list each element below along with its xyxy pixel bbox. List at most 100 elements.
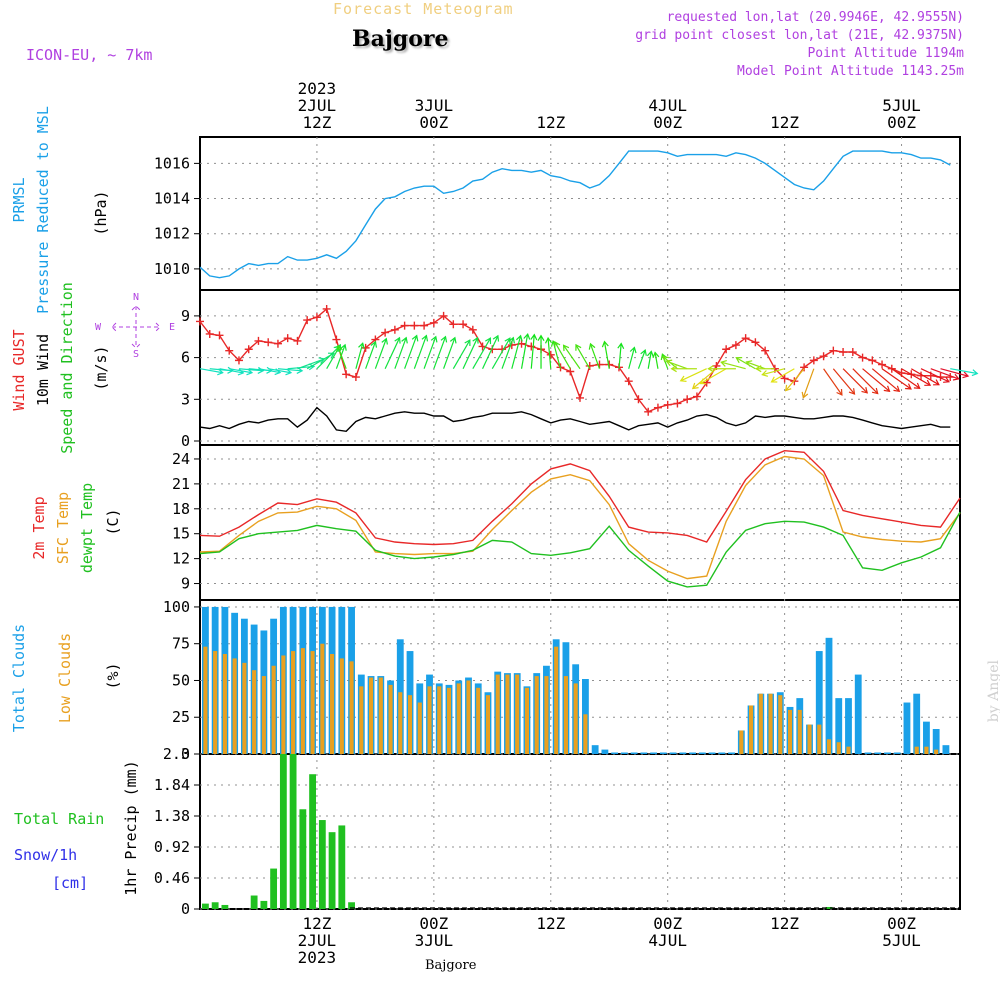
wind-arrow-shaft — [316, 345, 340, 370]
wind-arrow-head — [544, 336, 552, 344]
wind-arrow-head — [933, 379, 940, 386]
wind-gust-marker — [244, 345, 253, 354]
prmsl-desc-label: Pressure Reduced to MSL — [34, 106, 52, 314]
wind-arrow-shaft — [199, 368, 223, 374]
wind-arrow-head — [381, 337, 388, 345]
wind-arrow-head — [679, 375, 687, 382]
wind-arrow-head — [601, 340, 609, 348]
wind-arrow-head — [562, 344, 570, 352]
wind-arrow-head — [784, 384, 792, 392]
wind-gust-marker — [273, 339, 282, 348]
wind-arrow-head — [735, 357, 743, 364]
total-cloud-bar — [932, 729, 940, 754]
precip-unit-label: 1hr Precip (mm) — [122, 760, 140, 895]
total-cloud-bar — [669, 752, 677, 754]
wind-arrow-head — [670, 365, 677, 373]
wind-arrow-shaft — [746, 361, 766, 370]
low-cloud-bar — [446, 687, 452, 754]
wind-direction-arrow — [404, 334, 419, 369]
wind-arrow-head — [504, 337, 511, 345]
bottom-time-label: 00Z — [653, 914, 682, 933]
total-cloud-bar — [698, 752, 706, 754]
wind-gust-marker — [751, 338, 760, 347]
wind-arrow-shaft — [680, 368, 707, 382]
wind-gust-marker — [692, 392, 701, 401]
bottom-time-label: 2JUL — [298, 931, 337, 950]
low-cloud-bar — [213, 651, 218, 754]
total-cloud-bar — [845, 698, 852, 754]
wind-gust-marker — [839, 348, 848, 357]
wind-gust-marker — [858, 353, 867, 362]
wind-arrow-shaft — [384, 337, 401, 369]
panel-frame-temperature — [199, 444, 961, 601]
temp-dewpt-label: dewpt Temp — [78, 483, 96, 573]
total-cloud-bar — [689, 752, 696, 754]
wind-gust-marker — [390, 325, 399, 334]
wind-direction-arrow — [950, 368, 979, 377]
wind-gust-marker — [722, 345, 731, 354]
wind-gust-marker — [439, 311, 448, 320]
compass-s: S — [133, 349, 139, 360]
wind-direction-arrow — [433, 335, 448, 369]
top-time-label: 12Z — [770, 113, 799, 132]
wind-arrow-head — [801, 391, 809, 399]
compass-w: W — [95, 322, 102, 333]
wind-arrow-shaft — [618, 343, 622, 369]
wind-gust-marker — [205, 329, 214, 338]
wind-gust-marker — [225, 346, 234, 355]
total-cloud-bar — [601, 749, 609, 754]
wind-gust-marker — [234, 356, 243, 365]
wind-direction-arrow — [770, 368, 795, 383]
wind-gust-marker — [673, 399, 682, 408]
wind-gust-label: Wind GUST — [10, 329, 28, 410]
wind-gust-marker — [351, 373, 360, 382]
wind-arrow-head — [440, 335, 448, 343]
wind-direction-arrow — [940, 368, 970, 379]
top-time-label: 5JUL — [882, 96, 921, 115]
wind-arrow-head — [962, 371, 970, 379]
wind-arrow-head — [336, 344, 343, 352]
low-cloud-bar — [339, 658, 344, 754]
wind-arrow-shaft — [762, 368, 785, 376]
wind-arrow-shaft — [547, 337, 552, 369]
total-cloud-bar — [650, 752, 658, 754]
wind-direction-arrow — [652, 351, 660, 369]
y-tick-label: 1.38 — [154, 807, 190, 825]
wind-arrow-head — [905, 383, 912, 390]
wind-arrow-shaft — [871, 368, 900, 392]
rain-bar — [328, 832, 336, 909]
low-cloud-bar — [252, 670, 257, 754]
wind-arrow-shaft — [335, 344, 346, 369]
wind-gust-marker — [312, 313, 321, 322]
wind-gust-marker — [761, 346, 770, 355]
low-clouds-label: Low Clouds — [56, 633, 74, 723]
wind-arrow-head — [515, 334, 523, 342]
low-cloud-bar — [534, 676, 539, 754]
wind-arrow-head — [394, 336, 401, 344]
wind-gust-marker — [215, 331, 224, 340]
wind-gust-marker — [566, 367, 575, 376]
wind-direction-arrow — [891, 368, 921, 389]
wind-arrow-shaft — [771, 368, 795, 383]
wind-arrow-head — [861, 387, 869, 394]
wind-arrow-head — [508, 336, 515, 344]
watermark: by Angel — [986, 660, 1000, 723]
wind-arrow-shaft — [337, 345, 347, 369]
top-time-label: 00Z — [653, 113, 682, 132]
wind-gust-marker — [644, 407, 653, 416]
wind-arrow-shaft — [277, 368, 303, 372]
wind-direction-arrow — [930, 368, 960, 381]
wind-arrow-head — [924, 379, 932, 386]
wind-direction-arrow — [501, 336, 515, 369]
wind-direction-arrow — [801, 368, 815, 399]
wind-direction-arrow — [365, 340, 378, 369]
rain-bar — [825, 906, 833, 909]
wind-arrow-shaft — [862, 368, 890, 392]
wind-gust-marker — [546, 350, 555, 359]
wind-arrow-shaft — [891, 368, 921, 389]
total-cloud-bar — [913, 693, 921, 754]
wind-arrow-shaft — [326, 344, 341, 370]
total-cloud-bar — [728, 752, 735, 754]
rain-bar — [260, 900, 268, 909]
low-cloud-bar — [427, 686, 432, 754]
